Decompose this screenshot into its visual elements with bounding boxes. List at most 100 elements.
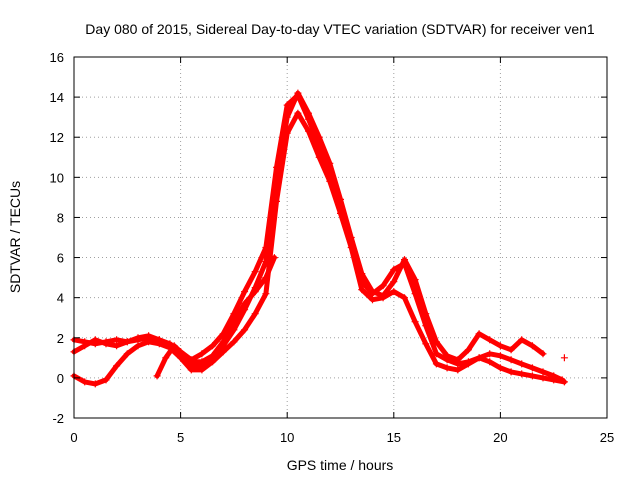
data-point xyxy=(507,356,515,364)
data-point xyxy=(241,288,249,296)
x-axis-label: GPS time / hours xyxy=(287,457,394,473)
data-point xyxy=(198,350,206,358)
data-point xyxy=(528,364,536,372)
y-tick-label: 6 xyxy=(57,251,64,266)
data-point xyxy=(337,209,344,217)
data-point xyxy=(262,274,270,282)
data-point xyxy=(102,376,110,384)
series-isolated-point xyxy=(560,354,568,362)
data-point xyxy=(305,109,312,117)
data-point xyxy=(496,352,504,360)
data-point xyxy=(270,254,278,262)
data-point xyxy=(251,268,259,276)
data-point xyxy=(198,366,206,374)
data-point xyxy=(390,278,398,286)
y-tick-label: 0 xyxy=(57,371,64,386)
data-point xyxy=(507,346,515,354)
data-point xyxy=(454,366,462,374)
data-point xyxy=(464,346,472,354)
data-point xyxy=(123,338,131,346)
data-point xyxy=(315,153,323,161)
data-point xyxy=(454,356,462,364)
data-point xyxy=(315,133,323,141)
data-point xyxy=(91,380,99,388)
x-tick-label: 25 xyxy=(600,430,614,445)
data-point xyxy=(560,378,568,386)
data-point xyxy=(294,109,302,117)
data-point xyxy=(283,101,291,109)
data-point xyxy=(422,340,430,348)
data-point xyxy=(464,360,472,368)
data-point xyxy=(379,282,387,290)
data-point xyxy=(162,354,170,362)
data-point xyxy=(251,310,259,318)
data-point xyxy=(369,288,376,296)
data-point xyxy=(91,336,99,344)
data-point xyxy=(113,362,121,370)
data-point xyxy=(411,276,419,284)
data-point xyxy=(219,338,227,346)
data-point xyxy=(507,368,515,376)
data-point xyxy=(486,358,494,366)
x-tick-label: 10 xyxy=(280,430,294,445)
data-point xyxy=(81,342,89,350)
x-tick-label: 5 xyxy=(177,430,184,445)
data-point xyxy=(390,266,398,274)
data-point xyxy=(379,294,387,302)
axis-ticks: 0 5 10 15 20 25 -2 0 2 4 6 8 10 12 14 16 xyxy=(50,50,615,445)
data-point xyxy=(560,354,568,362)
data-point xyxy=(134,342,142,350)
data-point xyxy=(170,342,178,350)
data-point xyxy=(326,159,334,167)
data-point xyxy=(102,340,110,348)
chart-title: Day 080 of 2015, Sidereal Day-to-day VTE… xyxy=(85,21,595,37)
data-point xyxy=(528,342,536,350)
grid xyxy=(74,57,607,418)
data-point xyxy=(347,244,355,251)
data-point xyxy=(209,358,217,366)
data-point xyxy=(518,370,526,378)
data-point xyxy=(177,348,185,356)
data-point xyxy=(241,326,249,334)
data-point xyxy=(283,113,291,121)
data-point xyxy=(187,366,195,374)
data-point xyxy=(155,340,163,348)
data-point xyxy=(283,129,291,137)
data-point xyxy=(539,368,547,376)
data-point xyxy=(305,127,312,135)
data-point xyxy=(177,354,185,362)
x-tick-label: 20 xyxy=(493,430,507,445)
data-point xyxy=(432,360,440,368)
data-point xyxy=(251,288,259,296)
data-point xyxy=(486,350,494,358)
data-point xyxy=(113,342,121,350)
plot-area xyxy=(70,89,568,388)
plot-frame xyxy=(73,56,608,419)
y-tick-label: 14 xyxy=(50,90,64,105)
data-point xyxy=(475,354,483,362)
data-point xyxy=(432,338,440,346)
data-point xyxy=(241,300,249,308)
data-point xyxy=(390,288,398,296)
data-point xyxy=(539,350,547,358)
data-point xyxy=(422,310,430,318)
data-point xyxy=(145,332,153,340)
data-point xyxy=(219,348,227,356)
x-tick-label: 0 xyxy=(70,430,77,445)
data-point xyxy=(528,372,536,380)
data-point xyxy=(443,352,451,360)
data-point xyxy=(230,338,238,346)
data-point xyxy=(326,177,334,185)
data-point xyxy=(294,89,302,97)
data-point xyxy=(486,336,494,344)
series-track-4 xyxy=(153,254,278,380)
data-point xyxy=(401,294,408,302)
data-point xyxy=(443,364,451,372)
data-point xyxy=(187,358,195,366)
data-point xyxy=(401,256,408,264)
data-point xyxy=(230,318,238,326)
data-point xyxy=(209,342,217,350)
data-point xyxy=(518,360,526,368)
data-point xyxy=(134,334,142,342)
